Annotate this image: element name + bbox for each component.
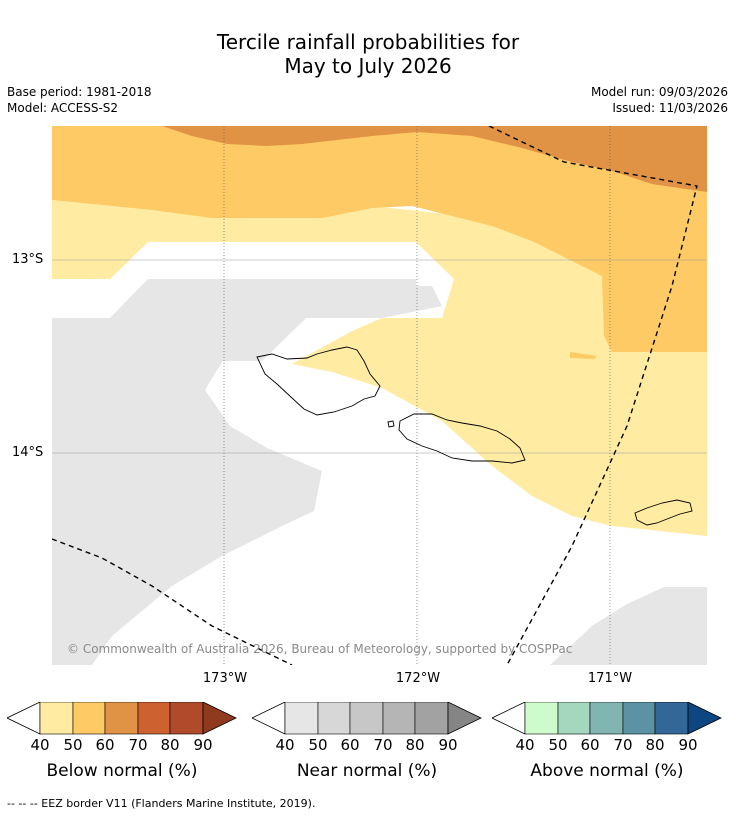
legend-near-swatch-40 (284, 702, 319, 735)
legend-below-tick: 70 (128, 736, 148, 754)
legend-below-swatch-80 (169, 702, 204, 735)
legend-near-title: Near normal (%) (296, 761, 438, 781)
near-normal-region-west (52, 279, 442, 665)
below-normal-50-region (52, 126, 707, 352)
legend-near-swatch-70 (382, 702, 416, 735)
island-upolu (398, 413, 526, 464)
legend-below-tick: 80 (160, 736, 180, 754)
island-tutuila (634, 499, 693, 526)
eez-border-west (52, 538, 293, 665)
legend-near-high-arrow (447, 702, 482, 735)
model-name: Model: ACCESS-S2 (7, 101, 119, 115)
legend-below-low-arrow (7, 702, 41, 735)
legend-above-swatch-50 (557, 702, 591, 735)
legend-near-bar (252, 702, 482, 735)
legend-above-swatch-70 (622, 702, 656, 735)
issued-date: Issued: 11/03/2026 (612, 101, 728, 115)
legend-near-swatch-60 (349, 702, 384, 735)
legend-below-tick: 50 (63, 736, 83, 754)
lon-label-171w: 171°W (587, 671, 633, 686)
legend-above-tick: 70 (613, 736, 633, 754)
legend-near-tick: 70 (373, 736, 393, 754)
map-title: Tercile rainfall probabilities for May t… (0, 30, 736, 78)
legend-near-tick: 50 (308, 736, 328, 754)
base-period: Base period: 1981-2018 (7, 85, 152, 99)
legend-above-swatch-80 (654, 702, 689, 735)
legend-below-swatch-50 (72, 702, 106, 735)
lat-label-14s: 14°S (12, 445, 44, 460)
title-line-2: May to July 2026 (284, 54, 452, 78)
legend-near-tick: 90 (438, 736, 458, 754)
legend-below-high-arrow (202, 702, 237, 735)
legend-above-high-arrow (687, 702, 722, 735)
legend-above-swatch-40 (524, 702, 559, 735)
map-canvas (52, 126, 707, 665)
legend-near-low-arrow (252, 702, 286, 735)
meta-left: Base period: 1981-2018 Model: ACCESS-S2 (7, 84, 152, 116)
legend-near-tick: 40 (275, 736, 295, 754)
legend-below-tick: 90 (193, 736, 213, 754)
eez-border-east (488, 126, 698, 665)
model-run: Model run: 09/03/2026 (590, 85, 728, 99)
below-normal-patch (570, 352, 597, 359)
legend-below-tick: 40 (30, 736, 50, 754)
legend-above-tick: 40 (515, 736, 535, 754)
lon-label-173w: 173°W (202, 671, 248, 686)
below-normal-60-region (162, 126, 707, 192)
legend-near-tick: 60 (340, 736, 360, 754)
legend-below-swatch-40 (39, 702, 74, 735)
legend-below-swatch-60 (104, 702, 139, 735)
eez-border-note: -- -- -- EEZ border V11 (Flanders Marine… (7, 797, 316, 810)
title-line-1: Tercile rainfall probabilities for (216, 30, 520, 54)
legend-above-tick: 80 (645, 736, 665, 754)
legend-below-bar (7, 702, 237, 735)
legend-above-tick: 60 (580, 736, 600, 754)
legend-below-title: Below normal (%) (46, 761, 198, 781)
legend-near-tick: 80 (405, 736, 425, 754)
legend-above-title: Above normal (%) (530, 761, 684, 781)
legend-above-tick: 50 (548, 736, 568, 754)
legend-below-tick: 60 (95, 736, 115, 754)
meta-right: Model run: 09/03/2026 Issued: 11/03/2026 (591, 84, 728, 116)
lon-label-172w: 172°W (395, 671, 441, 686)
legend-below-swatch-70 (137, 702, 171, 735)
grid (52, 126, 707, 665)
lat-label-13s: 13°S (12, 252, 44, 267)
legend-near-swatch-50 (317, 702, 351, 735)
copyright-notice: © Commonwealth of Australia 2026, Bureau… (67, 642, 573, 656)
near-normal-region-southeast (550, 587, 707, 665)
legend-above-tick: 90 (678, 736, 698, 754)
legend-above-low-arrow (492, 702, 526, 735)
legend-near-swatch-80 (414, 702, 449, 735)
legend-above-swatch-60 (589, 702, 624, 735)
legend-above-bar (492, 702, 722, 735)
below-normal-40-region (52, 194, 707, 536)
island-manono (387, 420, 395, 428)
island-savaii (256, 346, 381, 416)
